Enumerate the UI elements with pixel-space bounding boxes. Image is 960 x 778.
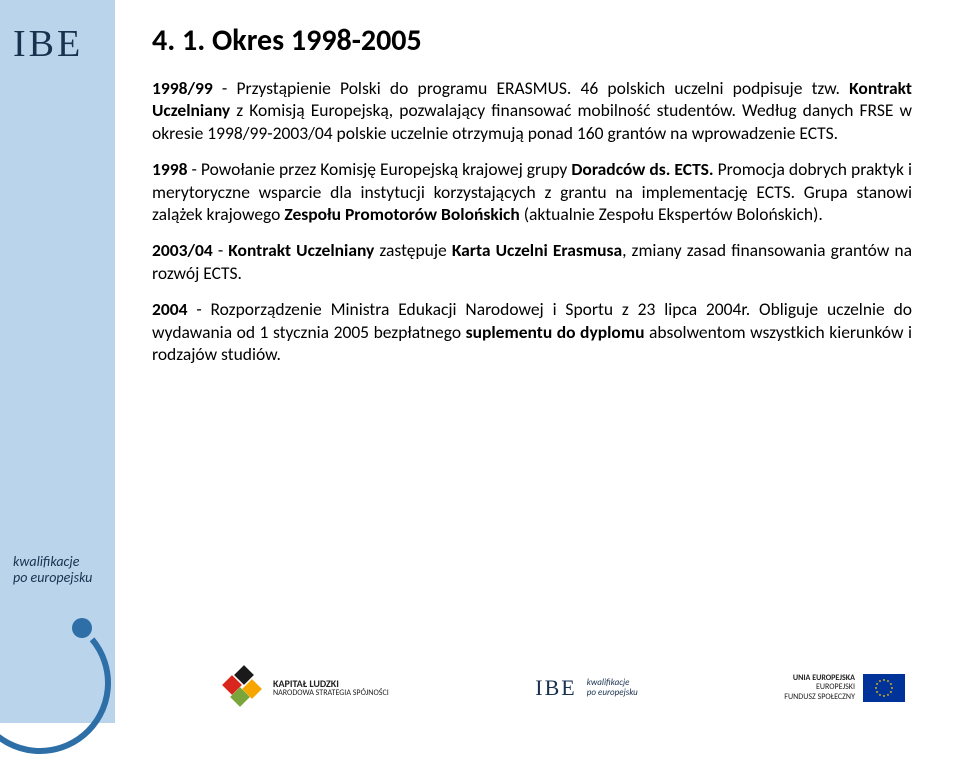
text-run: - [213, 239, 229, 261]
paragraph: 2004 - Rozporządzenie Ministra Edukacji … [152, 298, 912, 365]
bold-run: Zespołu Promotorów Bolońskich [284, 203, 519, 225]
sidebar-tagline: kwalifikacje po europejsku [13, 554, 92, 586]
kapital-ludzki-icon [225, 668, 265, 708]
bold-run: 1998 [152, 158, 187, 180]
bold-run: 2004 [152, 298, 187, 320]
eu-flag-icon [863, 674, 905, 702]
paragraph: 2003/04 - Kontrakt Uczelniany zastępuje … [152, 239, 912, 284]
paragraph: 1998 - Powołanie przez Komisję Europejsk… [152, 158, 912, 225]
text-run: - Przystąpienie Polski do programu ERASM… [213, 77, 849, 99]
logo-ibe: IBE [13, 22, 83, 66]
page-title: 4. 1. Okres 1998-2005 [152, 22, 912, 59]
eu-line3: FUNDUSZ SPOŁECZNY [784, 693, 855, 702]
sidebar-tagline-line1: kwalifikacje [13, 554, 92, 570]
bold-run: 2003/04 [152, 239, 213, 261]
text-run: z Komisją Europejską, pozwalający finans… [152, 99, 912, 143]
paragraph: 1998/99 - Przystąpienie Polski do progra… [152, 77, 912, 144]
footer-ibe-sub2: po europejsku [587, 688, 638, 698]
text-run: (aktualnie Zespołu Ekspertów Bolońskich)… [520, 203, 823, 225]
footer-eu: UNIA EUROPEJSKA EUROPEJSKI FUNDUSZ SPOŁE… [784, 674, 905, 702]
footer-bar: KAPITAŁ LUDZKI NARODOWA STRATEGIA SPÓJNO… [0, 653, 960, 723]
bold-run: Karta Uczelni Erasmusa [452, 239, 622, 261]
bold-run: 1998/99 [152, 77, 213, 99]
kl-subtitle: NARODOWA STRATEGIA SPÓJNOŚCI [273, 689, 389, 698]
footer-ibe-logo: IBE [535, 675, 576, 701]
sidebar-tagline-line2: po europejsku [13, 570, 92, 586]
bold-run: Doradców ds. ECTS. [571, 158, 713, 180]
main-content: 4. 1. Okres 1998-2005 1998/99 - Przystąp… [152, 22, 912, 379]
kapital-ludzki-text: KAPITAŁ LUDZKI NARODOWA STRATEGIA SPÓJNO… [273, 678, 389, 698]
text-run: zastępuje [374, 239, 451, 261]
footer-ibe: IBE kwalifikacje po europejsku [535, 675, 637, 701]
footer-kapital-ludzki: KAPITAŁ LUDZKI NARODOWA STRATEGIA SPÓJNO… [225, 668, 389, 708]
bold-run: Kontrakt Uczelniany [228, 239, 374, 261]
bold-run: suplementu do dyplomu [466, 321, 645, 343]
text-run: - Powołanie przez Komisję Europejską kra… [187, 158, 571, 180]
